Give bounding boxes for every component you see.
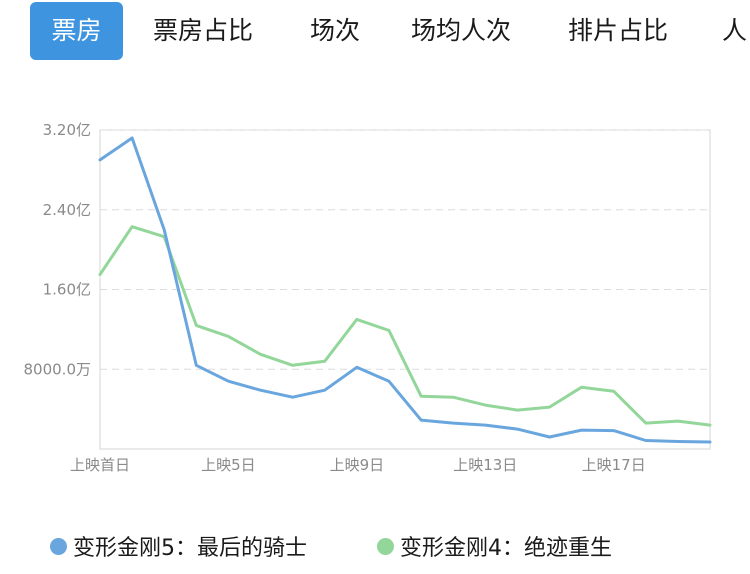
legend-item-series-2[interactable]: 变形金刚4：绝迹重生 — [377, 528, 612, 564]
x-tick-label: 上映5日 — [201, 456, 256, 474]
tab-screenings[interactable]: 场次 — [310, 16, 361, 45]
legend-item-series-1[interactable]: 变形金刚5：最后的骑士 — [50, 528, 307, 564]
y-tick-label: 3.20亿 — [43, 121, 91, 139]
tab-box-office[interactable]: 票房 — [30, 2, 123, 60]
tab-bar: 票房 票房占比 场次 场均人次 排片占比 人 — [0, 0, 750, 62]
x-tick-label: 上映首日 — [70, 456, 130, 474]
legend-marker-series-1 — [50, 537, 67, 555]
x-tick-label: 上映17日 — [582, 456, 646, 474]
tab-screening-share[interactable]: 排片占比 — [568, 16, 669, 45]
tab-box-office-share[interactable]: 票房占比 — [153, 16, 254, 45]
legend-label-series-2: 变形金刚4：绝迹重生 — [400, 536, 612, 561]
legend-marker-series-2 — [377, 537, 394, 555]
x-tick-label: 上映13日 — [453, 456, 517, 474]
legend-label-series-1: 变形金刚5：最后的骑士 — [73, 536, 307, 561]
y-tick-label: 1.60亿 — [43, 281, 91, 299]
x-tick-label: 上映9日 — [330, 456, 385, 474]
series-line-1 — [98, 136, 712, 444]
y-tick-label: 8000.0万 — [24, 360, 92, 378]
tab-attendance-partial[interactable]: 人 — [722, 16, 748, 45]
y-tick-label: 2.40亿 — [43, 201, 91, 219]
tab-avg-attendance[interactable]: 场均人次 — [411, 16, 512, 45]
series-line-2 — [98, 225, 712, 427]
